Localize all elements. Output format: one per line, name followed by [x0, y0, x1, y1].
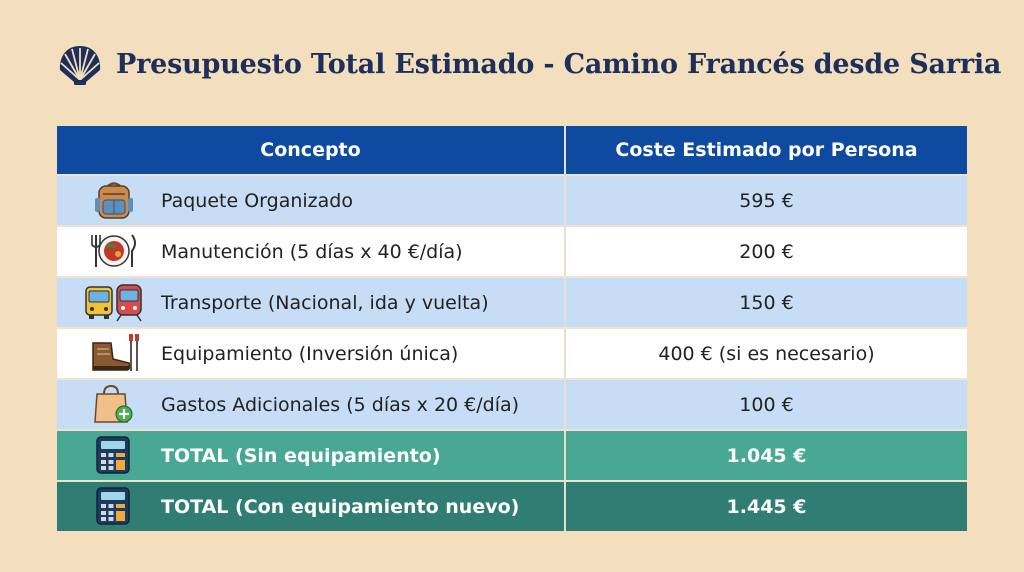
calculator-icon: [96, 487, 130, 525]
table-row: Equipamiento (Inversión única) 400 € (si…: [57, 327, 967, 378]
scallop-shell-icon: [59, 46, 101, 85]
backpack-icon: [95, 182, 133, 219]
row-coste: 400 € (si es necesario): [658, 342, 875, 365]
row-concepto: Transporte (Nacional, ida y vuelta): [161, 291, 489, 314]
table-row-total: TOTAL (Con equipamiento nuevo) 1.445 €: [57, 480, 967, 531]
row-concepto: Paquete Organizado: [161, 189, 353, 212]
header-concepto: Concepto: [57, 126, 566, 174]
title-row: Presupuesto Total Estimado - Camino Fran…: [56, 38, 1001, 90]
row-coste: 100 €: [739, 393, 794, 416]
page-title: Presupuesto Total Estimado - Camino Fran…: [116, 48, 1002, 80]
bus-train-icon: [85, 284, 142, 322]
table-row: Gastos Adicionales (5 días x 20 €/día) 1…: [57, 378, 967, 429]
row-concepto: Equipamiento (Inversión única): [161, 342, 459, 365]
row-concepto: Manutención (5 días x 40 €/día): [161, 240, 463, 263]
boot-poles-icon: [92, 334, 139, 371]
table-row: Transporte (Nacional, ida y vuelta) 150 …: [57, 276, 967, 327]
cutlery-plate-icon: [91, 234, 136, 267]
row-coste: 1.045 €: [726, 444, 807, 467]
row-coste: 150 €: [739, 291, 794, 314]
header-coste: Coste Estimado por Persona: [615, 139, 918, 161]
row-concepto: TOTAL (Con equipamiento nuevo): [161, 495, 520, 518]
table-row: Paquete Organizado 595 €: [57, 174, 967, 225]
table-row-total: TOTAL (Sin equipamiento) 1.045 €: [57, 429, 967, 480]
row-concepto: TOTAL (Sin equipamiento): [161, 444, 441, 467]
calculator-icon: [96, 436, 130, 474]
table-row: Manutención (5 días x 40 €/día) 200 €: [57, 225, 967, 276]
budget-table: Concepto Coste Estimado por Persona Paqu…: [57, 126, 967, 531]
row-coste: 1.445 €: [726, 495, 807, 518]
row-coste: 200 €: [739, 240, 794, 263]
shopping-bag-plus-icon: [94, 384, 133, 423]
row-coste: 595 €: [739, 189, 794, 212]
table-header: Concepto Coste Estimado por Persona: [57, 126, 967, 174]
row-concepto: Gastos Adicionales (5 días x 20 €/día): [161, 393, 520, 416]
